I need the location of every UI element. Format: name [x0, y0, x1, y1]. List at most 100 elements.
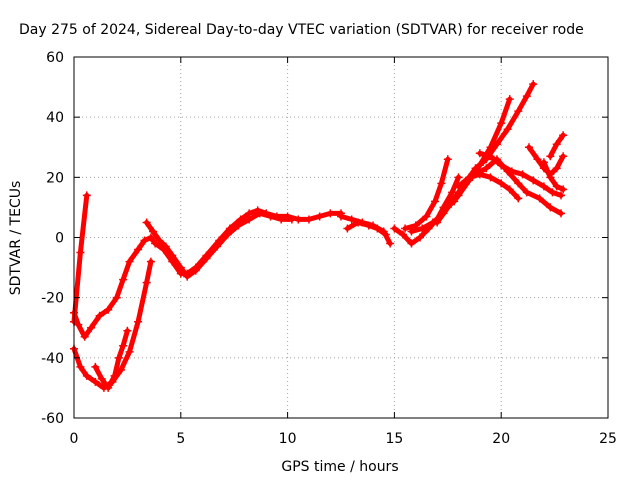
series-track-16 [539, 158, 568, 194]
data-point [104, 305, 113, 314]
y-tick-label: 40 [46, 110, 64, 126]
data-point [433, 218, 442, 227]
data-point [416, 233, 425, 242]
data-point [535, 194, 544, 203]
data-point [475, 161, 484, 170]
data-point [140, 236, 149, 245]
data-point [151, 239, 160, 248]
data-point [398, 230, 407, 239]
data-point [191, 266, 200, 275]
data-point [486, 152, 495, 161]
data-point [497, 161, 506, 170]
data-point [326, 209, 335, 218]
data-point [557, 209, 566, 218]
data-point [364, 221, 373, 230]
data-point [486, 143, 495, 152]
data-point [155, 236, 164, 245]
data-point [407, 227, 416, 236]
data-point [422, 212, 431, 221]
data-point [213, 242, 222, 251]
data-point [539, 182, 548, 191]
data-point [482, 164, 491, 173]
y-tick-label: -60 [41, 411, 64, 427]
data-point [552, 182, 561, 191]
chart-title: Day 275 of 2024, Sidereal Day-to-day VTE… [19, 22, 584, 38]
data-point [507, 167, 516, 176]
data-point [529, 80, 538, 89]
data-point [82, 371, 91, 380]
data-point [381, 230, 390, 239]
data-point [552, 140, 561, 149]
data-point [454, 173, 463, 182]
data-point [304, 215, 313, 224]
data-point [161, 242, 170, 251]
series-track-4 [91, 326, 132, 392]
data-point [390, 224, 399, 233]
data-point [533, 155, 542, 164]
data-point [559, 152, 568, 161]
series-track-17 [546, 131, 568, 161]
data-point [497, 179, 506, 188]
data-point [343, 224, 352, 233]
y-tick-label: -40 [41, 351, 64, 367]
data-point [97, 374, 106, 383]
data-point [548, 188, 557, 197]
data-point [91, 362, 100, 371]
data-point [149, 227, 158, 236]
series-track-9 [401, 155, 452, 233]
x-tick-label: 20 [492, 431, 510, 447]
data-point [255, 209, 264, 218]
data-point [546, 173, 555, 182]
data-point [522, 92, 531, 101]
data-point [277, 215, 286, 224]
data-point [522, 188, 531, 197]
data-point [168, 251, 177, 260]
data-point [104, 383, 113, 392]
data-point [448, 188, 457, 197]
data-point [524, 143, 533, 152]
data-point [76, 248, 85, 257]
series-track-13 [454, 170, 523, 203]
data-point [503, 125, 512, 134]
data-point [443, 203, 452, 212]
data-point [287, 215, 296, 224]
data-point [119, 275, 128, 284]
data-point [112, 293, 121, 302]
data-point [176, 263, 185, 272]
x-axis-label: GPS time / hours [281, 459, 398, 475]
data-point [125, 257, 134, 266]
data-point [450, 197, 459, 206]
data-point [475, 149, 484, 158]
data-point [486, 173, 495, 182]
data-point [123, 326, 132, 335]
data-point [418, 224, 427, 233]
data-point [559, 185, 568, 194]
data-point [315, 212, 324, 221]
data-point [183, 272, 192, 281]
data-point [557, 191, 566, 200]
data-point [430, 197, 439, 206]
data-point [465, 173, 474, 182]
data-point [514, 194, 523, 203]
data-point [146, 233, 155, 242]
data-point [514, 179, 523, 188]
series-track-7 [343, 218, 390, 239]
data-point [386, 239, 395, 248]
series-line [541, 159, 566, 192]
y-tick-label: -20 [41, 291, 64, 307]
x-tick-label: 0 [70, 431, 79, 447]
y-axis-label: SDTVAR / TECUs [8, 181, 24, 296]
series-track-5 [142, 209, 296, 281]
data-point [337, 212, 345, 221]
data-point [373, 224, 382, 233]
data-point [505, 95, 514, 104]
series-track-14 [475, 149, 566, 200]
data-point [245, 215, 254, 224]
data-point [110, 371, 119, 380]
data-point [475, 170, 484, 179]
data-point [514, 107, 523, 116]
data-point [142, 278, 151, 287]
x-tick-label: 15 [385, 431, 403, 447]
data-point [552, 164, 561, 173]
data-point [559, 131, 568, 140]
